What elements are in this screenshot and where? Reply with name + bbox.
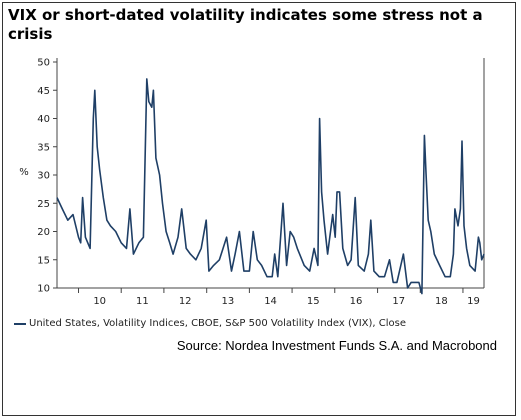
legend-label: United States, Volatility Indices, CBOE,… <box>29 318 407 329</box>
source-note: Source: Nordea Investment Funds S.A. and… <box>176 338 497 353</box>
x-tick-label: 11 <box>136 296 149 307</box>
y-axis-label: % <box>19 167 29 178</box>
y-tick-label: 20 <box>37 227 50 238</box>
y-tick-label: 10 <box>37 284 50 295</box>
legend-swatch <box>14 322 26 325</box>
x-tick-label: 14 <box>264 296 277 307</box>
x-tick-label: 17 <box>392 296 405 307</box>
chart-title: VIX or short-dated volatility indicates … <box>8 6 483 43</box>
y-tick-label: 25 <box>37 199 50 210</box>
y-tick-label: 50 <box>37 58 50 69</box>
y-tick-label: 45 <box>37 86 50 97</box>
chart-frame <box>2 2 516 416</box>
legend: United States, Volatility Indices, CBOE,… <box>14 318 406 329</box>
y-tick-label: 35 <box>37 142 50 153</box>
vix-series-line <box>56 78 485 295</box>
y-tick-label: 40 <box>37 114 50 125</box>
x-tick-label: 18 <box>435 296 448 307</box>
x-tick-label: 15 <box>307 296 320 307</box>
x-tick-label: 10 <box>93 296 106 307</box>
x-tick-label: 16 <box>350 296 363 307</box>
x-tick-label: 13 <box>222 296 235 307</box>
x-tick-label: 12 <box>179 296 192 307</box>
y-tick-label: 30 <box>37 171 50 182</box>
y-tick-label: 15 <box>37 255 50 266</box>
x-tick-label: 19 <box>467 296 480 307</box>
axes: 10 15 20 25 30 35 40 45 50 10 11 12 13 14 15 16 17 18 19 <box>37 58 485 307</box>
